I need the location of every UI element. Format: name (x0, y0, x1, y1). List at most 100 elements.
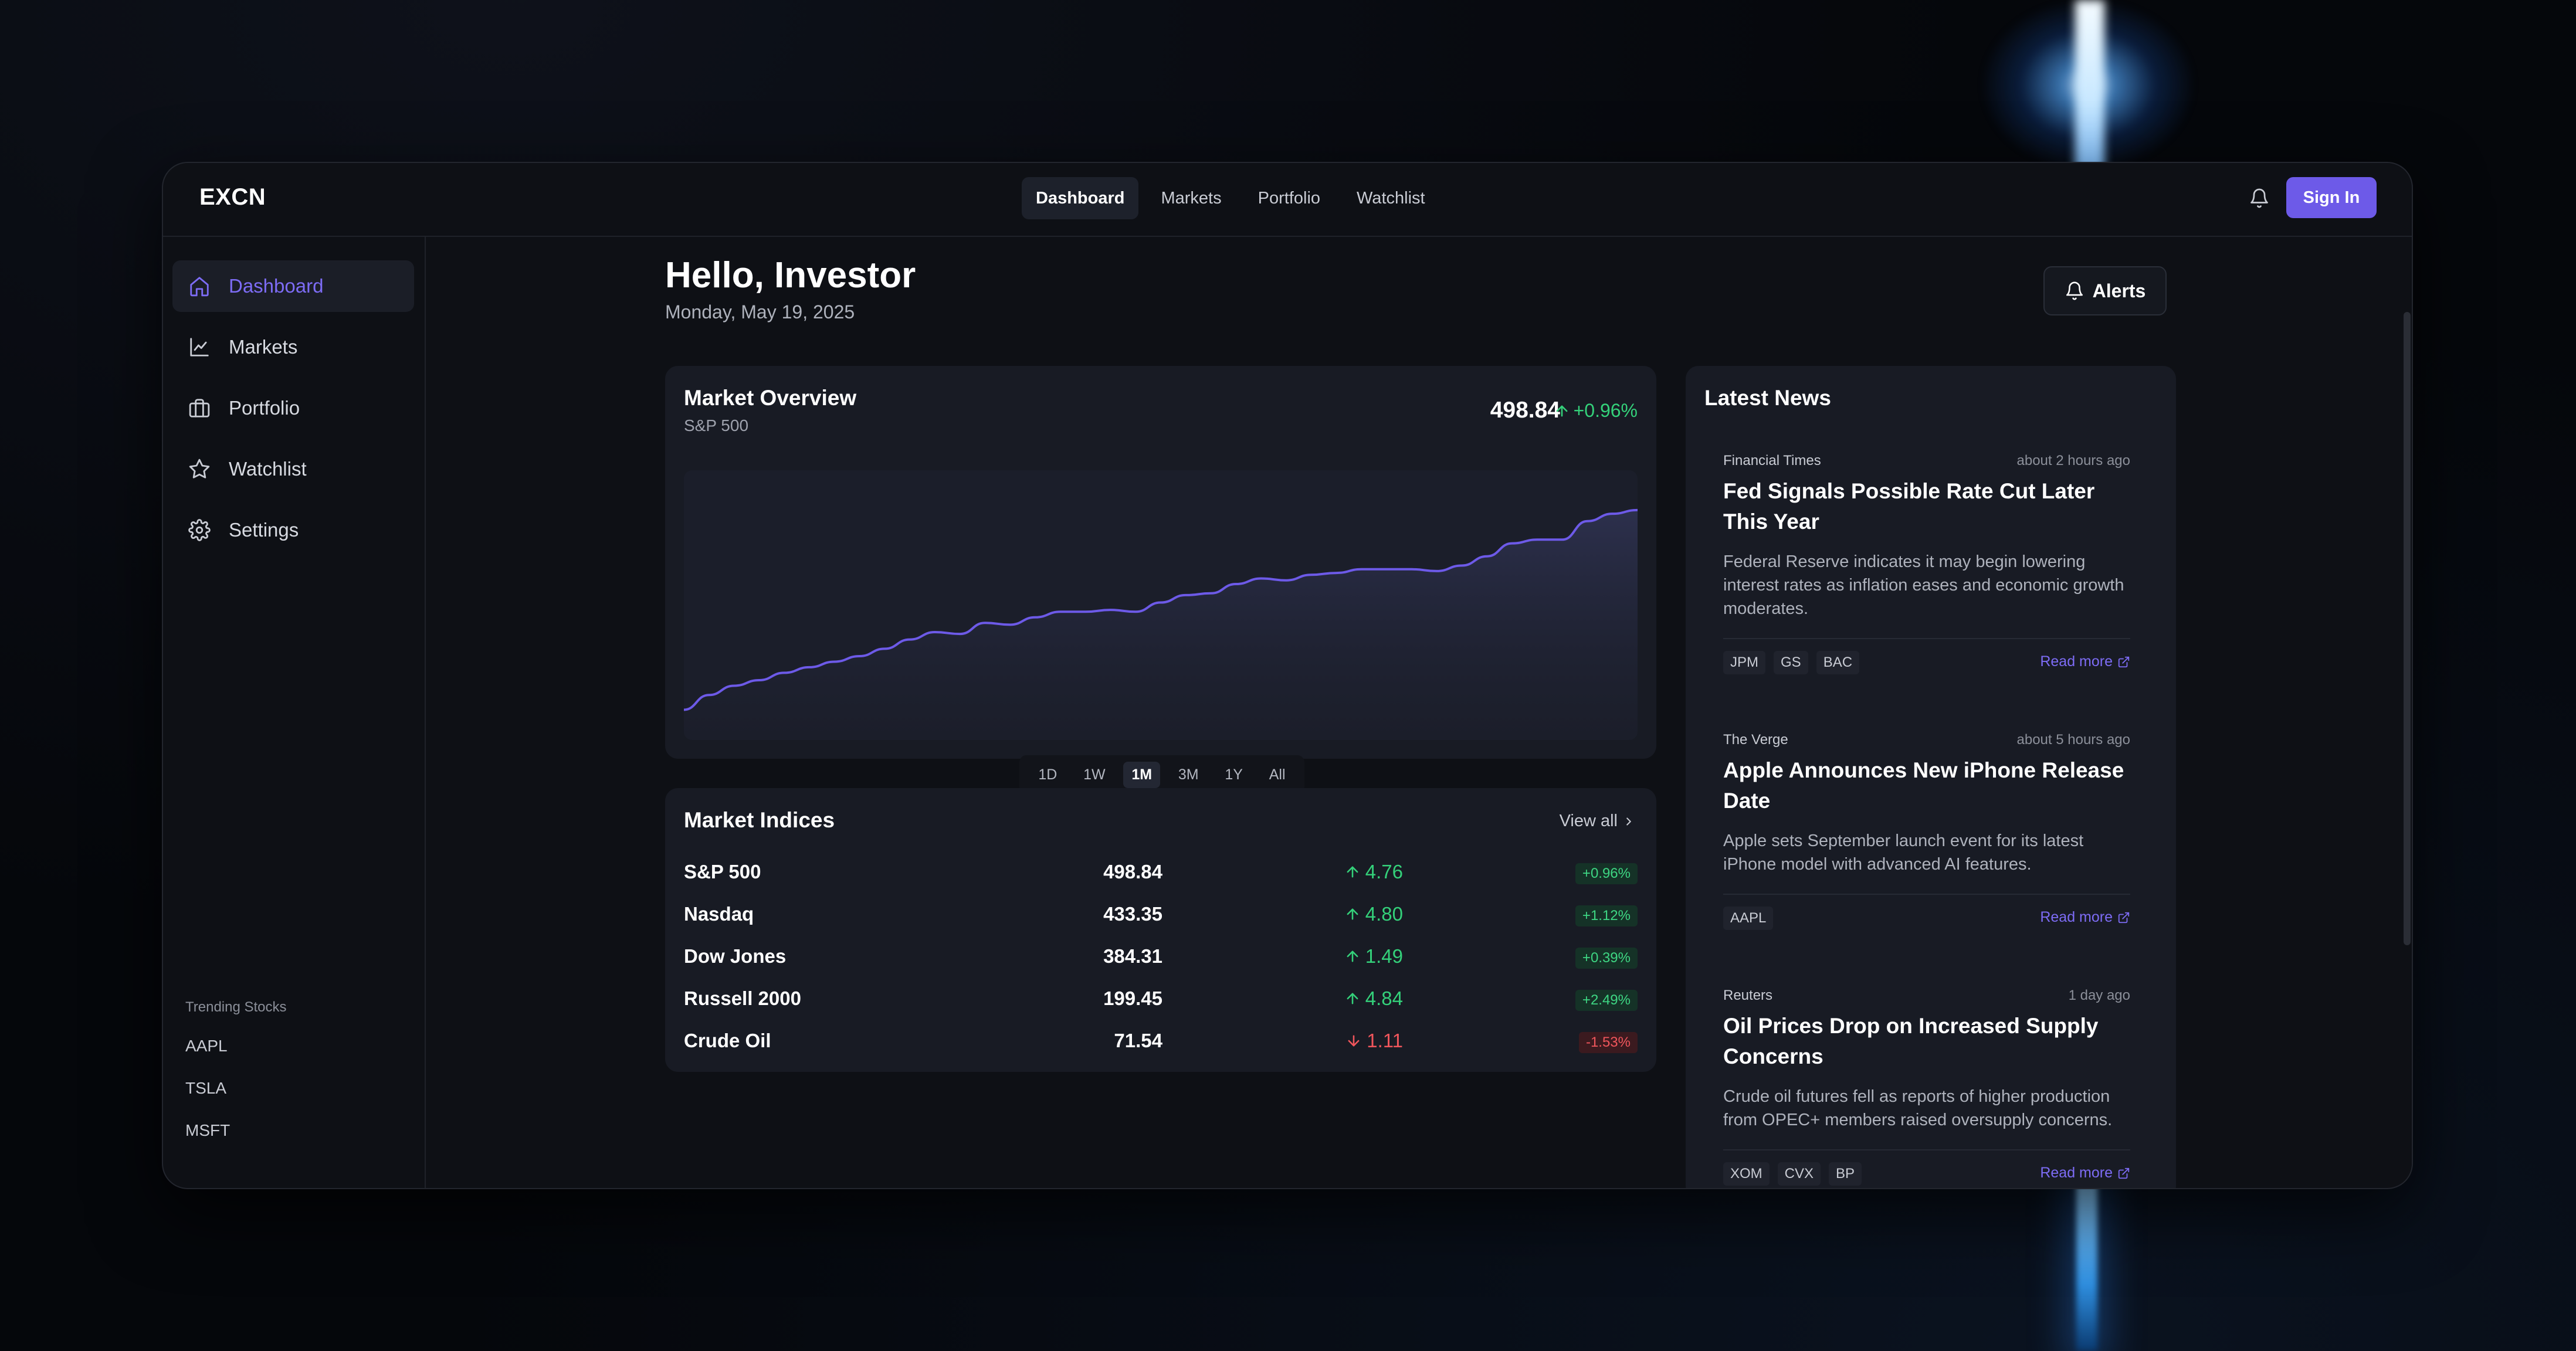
page-title: Hello, Investor (665, 255, 916, 296)
range-1w[interactable]: 1W (1083, 766, 1106, 783)
index-change-value: 1.11 (1367, 1030, 1403, 1051)
sidebar-item-label: Watchlist (229, 458, 307, 480)
overview-change: +0.96% (1554, 400, 1638, 422)
index-name: S&P 500 (684, 861, 761, 882)
ticker-tag[interactable]: BAC (1816, 651, 1860, 674)
range-3m[interactable]: 3M (1178, 766, 1199, 783)
arrow-up-icon (1347, 993, 1358, 1004)
sidebar-item-markets[interactable]: Markets (172, 321, 414, 373)
index-name: Nasdaq (684, 903, 754, 925)
index-value: 199.45 (1103, 987, 1162, 1009)
index-change-value: 4.76 (1365, 861, 1403, 882)
read-more-label: Read more (2040, 1165, 2113, 1181)
app-window: EXCN Dashboard Markets Portfolio Watchli… (162, 162, 2413, 1189)
news-headline[interactable]: Apple Announces New iPhone Release Date (1723, 758, 2124, 813)
page-scrollbar[interactable] (2402, 237, 2412, 1188)
tab-markets[interactable]: Markets (1161, 188, 1222, 208)
chart-area-fill (684, 510, 1638, 740)
sidebar-item-portfolio[interactable]: Portfolio (172, 382, 414, 434)
current-date: Monday, May 19, 2025 (665, 301, 855, 323)
range-all[interactable]: All (1269, 766, 1286, 783)
tab-watchlist[interactable]: Watchlist (1357, 188, 1425, 208)
bell-icon (2066, 281, 2083, 300)
background-light-core (2075, 0, 2104, 170)
ticker-tag[interactable]: BP (1829, 1162, 1862, 1186)
trending-stock-tsla[interactable]: TSLA (185, 1079, 227, 1097)
read-more-link[interactable]: Read more (2040, 653, 2130, 670)
trending-stock-msft[interactable]: MSFT (185, 1121, 231, 1139)
index-change-value: 4.80 (1365, 903, 1403, 925)
app-logo[interactable]: EXCN (199, 184, 266, 210)
ticker-tag[interactable]: JPM (1723, 651, 1765, 674)
read-more-link[interactable]: Read more (2040, 1165, 2130, 1182)
table-row[interactable]: S&P 500 498.84 4.76 +0.96% (684, 857, 1638, 892)
sidebar-item-label: Portfolio (229, 397, 300, 419)
news-tags: XOM CVX BP (1723, 1162, 1862, 1186)
background-light-streak (2076, 1184, 2097, 1351)
ticker-tag[interactable]: AAPL (1723, 907, 1774, 930)
index-name: Dow Jones (684, 945, 787, 967)
news-headline[interactable]: Fed Signals Possible Rate Cut Later This… (1723, 479, 2095, 534)
alerts-button[interactable]: Alerts (2043, 266, 2167, 315)
index-value: 498.84 (1103, 861, 1162, 882)
sidebar-item-watchlist[interactable]: Watchlist (172, 443, 414, 495)
view-all-label: View all (1559, 812, 1618, 830)
arrow-up-icon (1347, 866, 1358, 878)
top-nav-tabs: Dashboard Markets Portfolio Watchlist (1022, 177, 1439, 219)
scrollbar-thumb[interactable] (2404, 312, 2411, 945)
tab-portfolio[interactable]: Portfolio (1258, 188, 1321, 208)
sidebar-item-dashboard[interactable]: Dashboard (172, 260, 414, 312)
news-item[interactable]: Financial Times about 2 hours ago Fed Si… (1723, 453, 2130, 699)
notifications-button[interactable] (2244, 183, 2275, 213)
news-time: about 5 hours ago (2016, 732, 2131, 748)
latest-news-title: Latest News (1704, 386, 1831, 410)
news-source: The Verge (1723, 732, 1788, 748)
news-source: Financial Times (1723, 453, 1821, 469)
view-all-link[interactable]: View all (1560, 812, 1635, 831)
read-more-label: Read more (2040, 653, 2113, 670)
index-change: 4.80 (1344, 903, 1403, 925)
index-percent-badge: +0.39% (1575, 948, 1638, 969)
index-percent-badge: +0.96% (1575, 863, 1638, 884)
trending-stocks-heading: Trending Stocks (185, 999, 287, 1015)
arrow-up-icon (1347, 951, 1358, 962)
index-value: 71.54 (1114, 1030, 1162, 1051)
table-row[interactable]: Russell 2000 199.45 4.84 +2.49% (684, 984, 1638, 1019)
ticker-tag[interactable]: CVX (1777, 1162, 1821, 1186)
range-1d[interactable]: 1D (1038, 766, 1057, 783)
chart-series-line (684, 508, 1638, 711)
index-value: 384.31 (1103, 945, 1162, 967)
sign-in-button[interactable]: Sign In (2286, 177, 2377, 218)
market-indices-title: Market Indices (684, 808, 835, 832)
news-item[interactable]: Reuters 1 day ago Oil Prices Drop on Inc… (1723, 987, 2130, 1188)
ticker-tag[interactable]: GS (1774, 651, 1808, 674)
table-row[interactable]: Crude Oil 71.54 1.11 -1.53% (684, 1026, 1638, 1061)
table-row[interactable]: Nasdaq 433.35 4.80 +1.12% (684, 899, 1638, 935)
news-item[interactable]: The Verge about 5 hours ago Apple Announ… (1723, 732, 2130, 955)
news-time: about 2 hours ago (2016, 453, 2131, 469)
market-chart-svg (684, 508, 1638, 740)
range-1m[interactable]: 1M (1123, 761, 1161, 788)
overview-change-value: +0.96% (1573, 400, 1638, 421)
top-navigation-bar: EXCN Dashboard Markets Portfolio Watchli… (163, 163, 2412, 237)
index-name: Crude Oil (684, 1030, 771, 1051)
news-headline[interactable]: Oil Prices Drop on Increased Supply Conc… (1723, 1014, 2099, 1068)
news-description: Federal Reserve indicates it may begin l… (1723, 552, 2124, 618)
sidebar-item-settings[interactable]: Settings (172, 504, 414, 556)
range-1y[interactable]: 1Y (1225, 766, 1243, 783)
index-change: 1.11 (1345, 1030, 1403, 1052)
read-more-link[interactable]: Read more (2040, 909, 2130, 926)
news-divider (1723, 638, 2130, 639)
market-chart[interactable] (684, 470, 1638, 740)
tab-dashboard[interactable]: Dashboard (1022, 177, 1139, 219)
time-range-selector: 1D 1W 1M 3M 1Y All (1019, 755, 1304, 794)
market-overview-card: Market Overview S&P 500 498.84 +0.96% (665, 366, 1656, 759)
index-change-value: 1.49 (1365, 945, 1403, 967)
index-percent-badge: +2.49% (1575, 990, 1638, 1011)
table-row[interactable]: Dow Jones 384.31 1.49 +0.39% (684, 942, 1638, 977)
external-link-icon (2118, 912, 2130, 923)
sidebar-item-label: Markets (229, 336, 298, 358)
news-source: Reuters (1723, 987, 1773, 1003)
trending-stock-aapl[interactable]: AAPL (185, 1037, 228, 1055)
ticker-tag[interactable]: XOM (1723, 1162, 1770, 1186)
